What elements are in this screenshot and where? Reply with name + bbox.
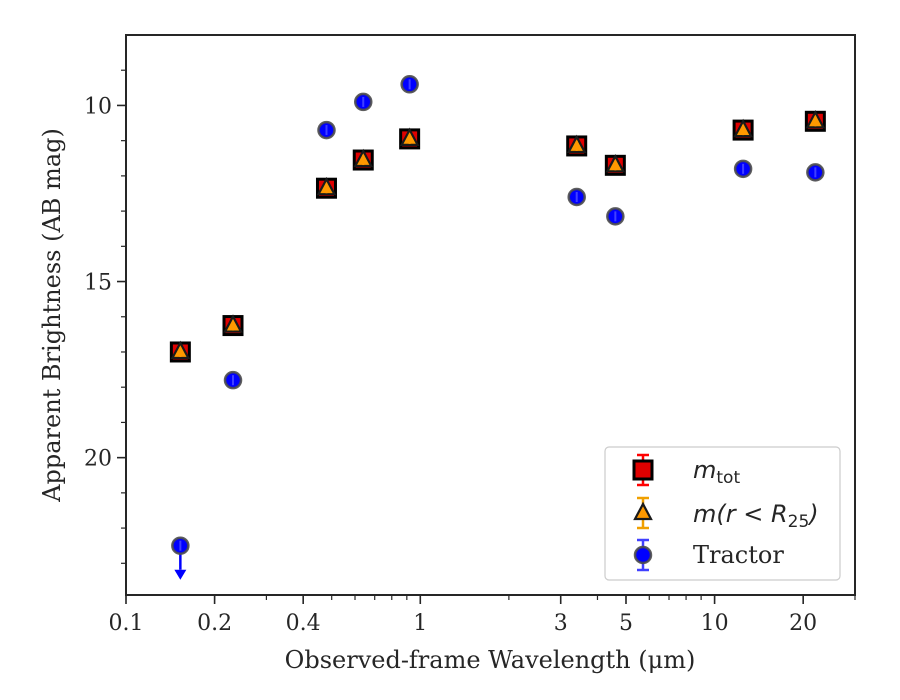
data-marks (169, 75, 826, 580)
x-tick-label: 20 (789, 611, 817, 636)
x-tick-label: 0.4 (286, 611, 321, 636)
legend-mr25-point (633, 501, 653, 521)
plot-frame (125, 34, 856, 596)
legend-marker-square (632, 453, 654, 487)
x-tick-label: 0.2 (197, 611, 232, 636)
legend-label-mtot: mtot (693, 456, 740, 488)
legend-mtot-main: m (693, 456, 716, 484)
legend-label-mr25: m(r < R25) (693, 500, 819, 532)
legend-mr25-suffix: ) (807, 500, 818, 528)
legend-mtot-sub: tot (716, 468, 740, 488)
legend-mr25-sub: 25 (788, 512, 810, 532)
legend-mtot-point (632, 459, 654, 481)
x-axis-label: Observed-frame Wavelength (μm) (285, 646, 696, 674)
x-tick-label: 0.1 (109, 611, 144, 636)
legend-item-tractor: Tractor (633, 538, 784, 572)
x-axis-ticks: 0.1 0.2 0.4 1 3 5 10 20 (109, 595, 856, 636)
legend-mr25-prefix: m(r < R (693, 500, 788, 528)
legend-label-tractor: Tractor (693, 541, 784, 569)
legend-tractor-point (633, 545, 653, 565)
y-tick-label: 20 (84, 447, 112, 472)
plot-area (125, 34, 856, 596)
legend: mtot m(r < R25) Tractor (604, 446, 841, 581)
y-tick-label: 10 (84, 94, 112, 119)
y-axis-ticks: 10 15 20 (84, 69, 126, 564)
x-tick-label: 10 (701, 611, 729, 636)
y-axis-label: Apparent Brightness (AB mag) (38, 128, 66, 503)
x-tick-label: 1 (413, 611, 427, 636)
legend-marker-circle (633, 538, 653, 572)
tractor-upper-limit-arrowhead (174, 569, 187, 580)
y-tick-label: 15 (84, 271, 112, 296)
legend-box (604, 446, 841, 581)
legend-item-mtot: mtot (632, 453, 740, 488)
legend-item-mr25: m(r < R25) (633, 496, 819, 532)
x-tick-label: 5 (619, 611, 633, 636)
x-tick-label: 3 (554, 611, 568, 636)
legend-marker-triangle (633, 496, 653, 530)
